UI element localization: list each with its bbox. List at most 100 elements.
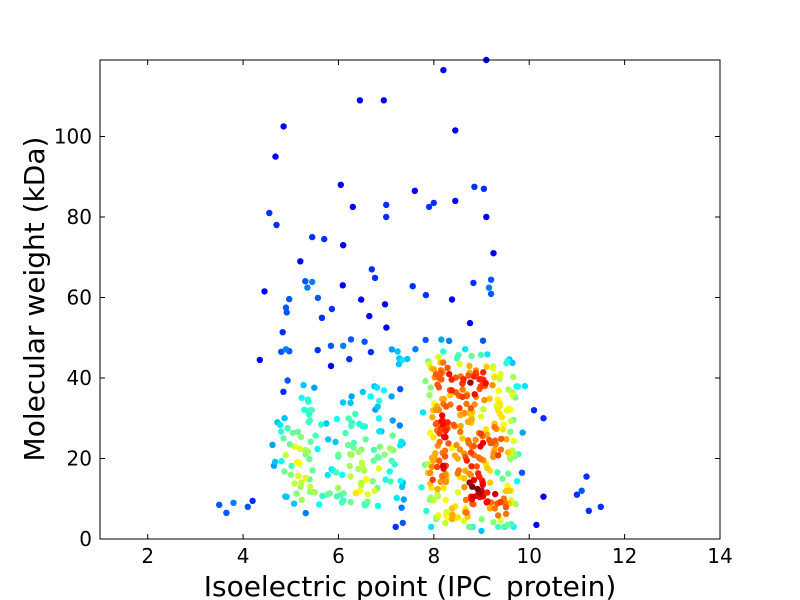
data-point: [376, 443, 383, 450]
y-tick-label: 20: [67, 446, 92, 470]
data-point: [286, 295, 293, 303]
data-point: [426, 429, 434, 437]
data-point: [519, 429, 526, 436]
data-point: [305, 418, 312, 426]
data-point: [345, 415, 352, 422]
data-point: [347, 499, 354, 506]
data-point: [371, 487, 378, 494]
data-point: [490, 453, 497, 460]
data-point: [380, 97, 387, 104]
data-point: [374, 502, 382, 510]
data-point: [478, 430, 485, 437]
data-point: [376, 428, 383, 435]
data-point: [318, 314, 326, 321]
data-point: [386, 468, 393, 475]
data-point: [432, 450, 439, 457]
data-point: [216, 501, 223, 508]
data-point: [428, 463, 436, 470]
data-point: [419, 409, 427, 416]
data-point: [507, 428, 514, 435]
data-point: [442, 427, 449, 435]
data-point: [504, 449, 512, 456]
data-point: [350, 439, 357, 447]
data-point: [573, 491, 581, 498]
data-point: [470, 373, 478, 380]
data-point: [497, 446, 505, 453]
data-point: [244, 503, 251, 510]
x-tick-label: 14: [707, 544, 732, 568]
data-point: [298, 496, 305, 503]
data-point: [438, 336, 445, 343]
data-point: [489, 364, 497, 372]
data-point: [459, 393, 466, 401]
data-point: [465, 372, 472, 379]
data-point: [383, 201, 390, 209]
data-point: [460, 517, 468, 525]
data-point: [480, 185, 488, 192]
data-point: [578, 487, 585, 494]
data-point: [256, 356, 263, 364]
data-point: [383, 213, 390, 221]
data-point: [295, 472, 302, 479]
data-point: [485, 284, 493, 291]
data-point: [311, 384, 318, 391]
data-point: [583, 473, 590, 480]
data-point: [327, 342, 335, 349]
data-point: [352, 410, 359, 418]
data-point: [412, 346, 419, 353]
axis-ticks: 2 4 6 8 10 12 14 0 20 40 60 80 100: [54, 60, 733, 568]
data-point: [540, 415, 547, 422]
data-point: [409, 283, 416, 290]
data-point: [437, 370, 444, 377]
data-point: [597, 503, 604, 510]
data-point: [427, 384, 434, 391]
data-point: [507, 417, 515, 424]
data-point: [350, 444, 357, 451]
data-point: [430, 366, 438, 373]
data-point: [452, 127, 459, 134]
data-point: [430, 457, 437, 464]
data-point: [349, 203, 356, 211]
data-point: [448, 505, 456, 512]
data-point: [507, 406, 514, 413]
data-point: [494, 406, 502, 414]
data-point: [367, 348, 375, 356]
data-point: [499, 475, 506, 482]
data-point: [304, 448, 312, 455]
data-point: [311, 489, 319, 496]
data-point: [444, 364, 451, 371]
data-point: [387, 478, 394, 485]
data-point: [476, 473, 483, 480]
data-point: [446, 370, 453, 378]
data-point: [388, 393, 395, 400]
data-point: [355, 448, 362, 455]
data-point: [324, 491, 331, 498]
data-point: [423, 507, 430, 515]
data-point: [289, 429, 296, 437]
data-point: [508, 391, 516, 399]
data-point: [454, 489, 462, 496]
data-point: [321, 235, 328, 243]
data-point: [468, 463, 475, 470]
data-point: [298, 479, 305, 486]
data-point: [497, 517, 504, 524]
data-point: [339, 471, 346, 478]
data-point: [453, 355, 461, 362]
data-point: [505, 487, 513, 494]
data-point: [358, 459, 366, 467]
data-point: [435, 406, 443, 414]
data-point: [466, 319, 474, 327]
data-point: [482, 426, 490, 433]
data-point: [332, 438, 339, 446]
data-point: [327, 362, 335, 370]
data-point: [266, 209, 273, 217]
data-point: [333, 415, 341, 423]
data-point: [425, 203, 433, 211]
data-point: [288, 462, 295, 470]
data-point: [366, 312, 373, 320]
data-point: [298, 394, 305, 402]
data-point: [277, 428, 285, 435]
data-point: [318, 421, 325, 428]
data-point: [344, 441, 352, 449]
data-point: [427, 523, 435, 531]
